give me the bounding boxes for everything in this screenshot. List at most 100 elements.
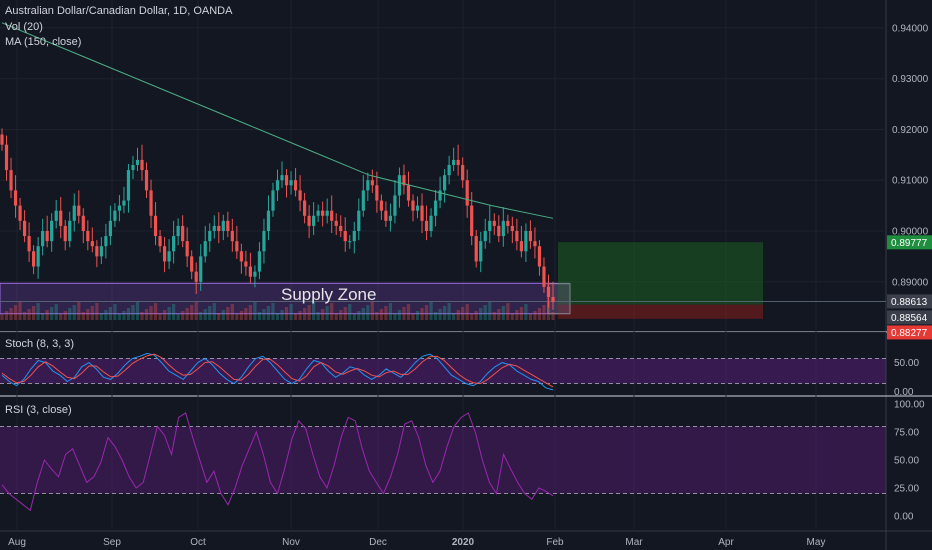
price-badge-label: 0.88564 xyxy=(891,313,928,324)
volume-bar xyxy=(50,307,54,320)
volume-bar xyxy=(429,302,433,320)
volume-bars xyxy=(0,302,555,320)
volume-bar xyxy=(275,313,280,320)
volume-bar xyxy=(117,314,122,320)
volume-bar xyxy=(158,313,162,320)
ma-150-line xyxy=(1,22,554,219)
volume-bar xyxy=(144,309,149,320)
volume-bar xyxy=(68,308,72,320)
candle-body xyxy=(77,205,81,216)
candle-body xyxy=(230,231,234,242)
volume-bar xyxy=(397,310,402,320)
volume-bar xyxy=(221,310,225,320)
volume-bar xyxy=(126,308,131,320)
volume-bar xyxy=(4,311,9,320)
candle-body xyxy=(108,220,112,237)
candle-body xyxy=(366,180,370,191)
candle-body xyxy=(176,225,180,237)
price-badge xyxy=(887,310,932,325)
price-tick-label: 0.93000 xyxy=(892,74,929,85)
volume-bar xyxy=(307,305,311,320)
volume-bar xyxy=(370,302,374,320)
rsi-line xyxy=(1,412,554,512)
candle-body xyxy=(519,241,523,252)
candle-body xyxy=(424,220,429,231)
volume-bar xyxy=(271,303,275,320)
entry-box xyxy=(547,283,571,315)
candle-body xyxy=(420,205,424,221)
rsi-tick-label: 0.00 xyxy=(894,512,914,523)
volume-bar xyxy=(470,314,474,320)
time-tick-label: Feb xyxy=(546,537,564,548)
volume-bar xyxy=(90,306,94,320)
volume-bar xyxy=(199,312,203,320)
candle-body xyxy=(339,225,343,231)
candle-body xyxy=(411,200,415,211)
volume-bar xyxy=(420,308,424,320)
supply-zone xyxy=(0,282,571,315)
ma-legend[interactable]: MA (150, close) xyxy=(5,36,82,48)
time-tick-label: 2020 xyxy=(452,537,475,548)
volume-bar xyxy=(456,310,460,320)
candle-body xyxy=(190,256,194,272)
volume-bar xyxy=(122,311,126,320)
volume-legend[interactable]: Vol (20) xyxy=(5,21,43,33)
price-axis[interactable]: 0.880000.890000.900000.910000.920000.930… xyxy=(887,23,932,340)
volume-bar xyxy=(230,304,234,320)
volume-bar xyxy=(172,304,176,320)
volume-bar xyxy=(293,314,298,320)
volume-bar xyxy=(18,302,22,320)
candle-body xyxy=(325,210,329,216)
candle-body xyxy=(68,220,72,242)
candle-body xyxy=(307,215,311,226)
candle-body xyxy=(4,144,9,171)
volume-bar xyxy=(203,309,207,320)
volume-bar xyxy=(366,305,370,320)
candles-layer xyxy=(0,128,555,310)
volume-bar xyxy=(194,302,198,320)
rsi-tick-label: 25.00 xyxy=(894,484,919,495)
candle-body xyxy=(406,185,411,201)
stop-zone xyxy=(558,304,763,319)
candle-body xyxy=(140,159,144,171)
candle-body xyxy=(36,246,40,267)
volume-bar xyxy=(461,307,465,320)
time-tick-label: Oct xyxy=(190,537,206,548)
volume-bar xyxy=(257,312,262,320)
candle-body xyxy=(330,210,334,221)
candle-body xyxy=(488,220,492,231)
volume-bar xyxy=(542,305,546,320)
volume-bar xyxy=(77,302,81,320)
candle-body xyxy=(262,231,266,252)
candle-body xyxy=(257,251,262,272)
volume-bar xyxy=(321,309,325,320)
stoch-legend[interactable]: Stoch (8, 3, 3) xyxy=(5,338,75,350)
candle-body xyxy=(27,236,31,252)
volume-bar xyxy=(153,303,158,320)
candle-body xyxy=(153,215,158,237)
volume-bar xyxy=(32,306,36,320)
volume-bar xyxy=(433,312,438,320)
candle-body xyxy=(537,246,542,267)
time-axis[interactable]: Aug Sep Oct Nov Dec 2020 Feb Mar Apr May xyxy=(8,537,825,548)
volume-bar xyxy=(506,303,510,320)
candle-body xyxy=(63,225,67,242)
volume-bar xyxy=(244,308,248,320)
volume-bar xyxy=(280,310,284,320)
candle-body xyxy=(461,165,465,181)
candle-body xyxy=(397,175,402,196)
candle-body xyxy=(239,251,243,262)
candle-body xyxy=(0,134,4,145)
volume-bar xyxy=(190,305,194,320)
symbol-title[interactable]: Australian Dollar/Canadian Dollar, 1D, O… xyxy=(5,5,233,17)
candle-body xyxy=(352,231,356,242)
rsi-legend[interactable]: RSI (3, close) xyxy=(5,404,72,416)
candle-body xyxy=(162,246,167,262)
volume-bar xyxy=(113,304,117,320)
volume-bar xyxy=(533,311,537,320)
volume-bar xyxy=(0,314,4,320)
candle-body xyxy=(433,200,438,216)
candle-body xyxy=(32,251,36,267)
